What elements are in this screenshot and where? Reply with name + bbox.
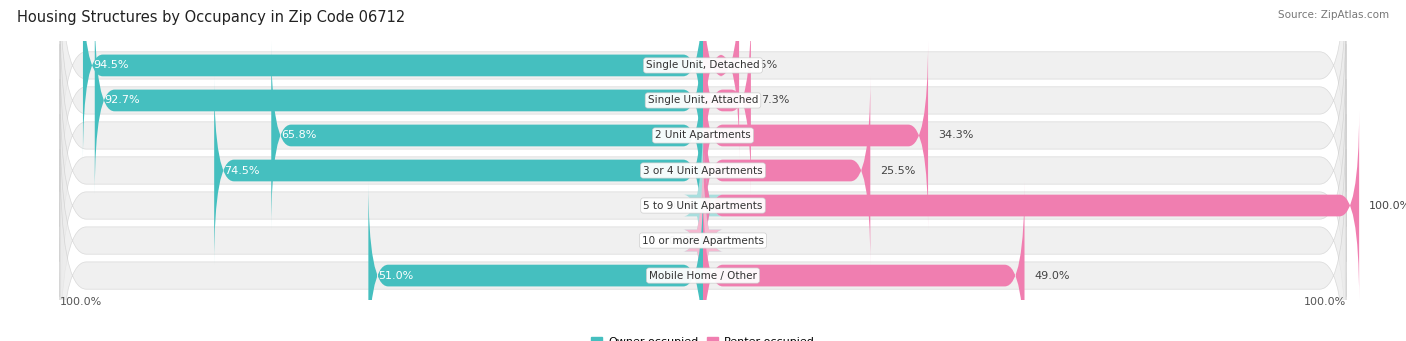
Text: 0.0%: 0.0% (668, 201, 696, 210)
Text: 2 Unit Apartments: 2 Unit Apartments (655, 131, 751, 140)
Text: 92.7%: 92.7% (104, 95, 141, 105)
FancyBboxPatch shape (60, 149, 1346, 341)
Text: Source: ZipAtlas.com: Source: ZipAtlas.com (1278, 10, 1389, 20)
FancyBboxPatch shape (368, 181, 703, 341)
Text: 10 or more Apartments: 10 or more Apartments (643, 236, 763, 246)
Text: 94.5%: 94.5% (93, 60, 128, 71)
FancyBboxPatch shape (60, 44, 1346, 297)
Text: 100.0%: 100.0% (60, 297, 103, 307)
FancyBboxPatch shape (60, 114, 1346, 341)
FancyBboxPatch shape (83, 0, 703, 160)
FancyBboxPatch shape (683, 111, 723, 300)
Text: 65.8%: 65.8% (281, 131, 316, 140)
Text: Single Unit, Attached: Single Unit, Attached (648, 95, 758, 105)
Text: 5 to 9 Unit Apartments: 5 to 9 Unit Apartments (644, 201, 762, 210)
FancyBboxPatch shape (683, 146, 723, 335)
Text: 100.0%: 100.0% (1369, 201, 1406, 210)
Text: 7.3%: 7.3% (761, 95, 789, 105)
FancyBboxPatch shape (683, 146, 723, 335)
FancyBboxPatch shape (214, 76, 703, 265)
FancyBboxPatch shape (703, 111, 1360, 300)
FancyBboxPatch shape (94, 6, 703, 195)
Text: 3 or 4 Unit Apartments: 3 or 4 Unit Apartments (643, 165, 763, 176)
Text: 74.5%: 74.5% (224, 165, 260, 176)
FancyBboxPatch shape (703, 0, 740, 160)
Text: Mobile Home / Other: Mobile Home / Other (650, 270, 756, 281)
FancyBboxPatch shape (60, 0, 1346, 192)
FancyBboxPatch shape (703, 6, 751, 195)
Text: 49.0%: 49.0% (1035, 270, 1070, 281)
FancyBboxPatch shape (703, 76, 870, 265)
FancyBboxPatch shape (60, 0, 1346, 227)
FancyBboxPatch shape (60, 79, 1346, 332)
Text: 0.0%: 0.0% (713, 236, 741, 246)
Text: 34.3%: 34.3% (938, 131, 973, 140)
Text: 100.0%: 100.0% (1303, 297, 1346, 307)
FancyBboxPatch shape (60, 9, 1346, 262)
FancyBboxPatch shape (703, 41, 928, 230)
Text: 0.0%: 0.0% (668, 236, 696, 246)
Text: 51.0%: 51.0% (378, 270, 413, 281)
Legend: Owner-occupied, Renter-occupied: Owner-occupied, Renter-occupied (586, 332, 820, 341)
Text: 5.5%: 5.5% (749, 60, 778, 71)
Text: 25.5%: 25.5% (880, 165, 915, 176)
FancyBboxPatch shape (271, 41, 703, 230)
Text: Single Unit, Detached: Single Unit, Detached (647, 60, 759, 71)
Text: Housing Structures by Occupancy in Zip Code 06712: Housing Structures by Occupancy in Zip C… (17, 10, 405, 25)
FancyBboxPatch shape (703, 181, 1025, 341)
